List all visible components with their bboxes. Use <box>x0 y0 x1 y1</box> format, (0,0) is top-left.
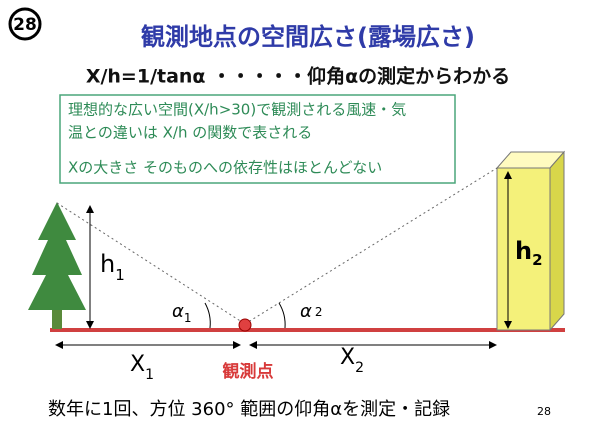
label-sub: 2 <box>315 305 323 319</box>
label-main: α <box>300 301 312 322</box>
sight-line <box>244 167 498 325</box>
label-sub: 1 <box>115 266 125 284</box>
label-sub: 2 <box>355 360 364 376</box>
formula: X/h=1/tanα ・・・・・仰角αの測定からわかる <box>86 65 510 88</box>
badge-circle <box>8 7 42 41</box>
page-number: 28 <box>537 405 551 418</box>
x2-label: X2 <box>340 345 364 376</box>
footer: 数年に1回、方位 360° 範囲の仰角αを測定・記録 <box>48 399 450 420</box>
title: 観測地点の空間広さ(露場広さ) <box>141 23 475 51</box>
h1-label: h1 <box>100 250 125 284</box>
label-sub: 1 <box>184 311 192 325</box>
angle-arc <box>204 302 211 329</box>
note-box <box>59 94 456 184</box>
tree <box>28 202 86 329</box>
alpha1-label: α1 <box>172 301 192 325</box>
label-main: h <box>515 237 532 265</box>
sight-line <box>56 202 246 325</box>
h2-label: h2 <box>515 237 543 269</box>
label-main: X <box>340 345 355 370</box>
note-line: 理想的な広い空間(X/h>30)で観測される風速・気 <box>68 101 406 119</box>
label-main: h <box>100 250 115 278</box>
label-sub: 1 <box>145 367 154 383</box>
observation-point-label: 観測点 <box>223 361 274 382</box>
angle-arc <box>278 302 286 329</box>
x1-label: X1 <box>130 352 154 383</box>
observation-point-marker <box>238 318 252 332</box>
badge-number: 28 <box>13 15 37 35</box>
label-main: X <box>130 352 145 377</box>
note-line: Xの大きさ そのものへの依存性はほとんどない <box>68 159 382 177</box>
label-main: α <box>172 301 184 322</box>
note-line: 温との違いは X/h の関数で表される <box>68 124 312 142</box>
label-sub: 2 <box>532 251 542 269</box>
